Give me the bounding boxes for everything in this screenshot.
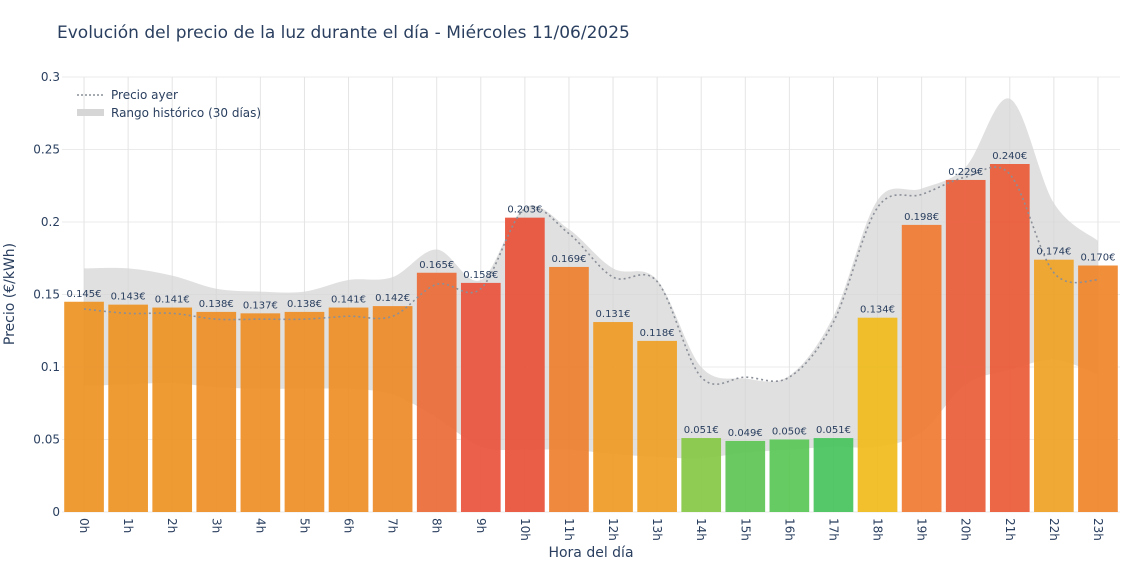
x-tick-label: 1h xyxy=(121,518,135,533)
price-bar xyxy=(769,439,810,512)
bar-value-label: 0.143€ xyxy=(111,292,146,303)
bar-value-label: 0.138€ xyxy=(199,299,234,310)
x-tick-label: 5h xyxy=(297,518,311,533)
x-tick-label: 3h xyxy=(209,518,223,533)
price-bar xyxy=(240,313,281,512)
x-tick-label: 19h xyxy=(915,518,929,541)
y-tick-label: 0.25 xyxy=(33,143,60,157)
x-tick-label: 13h xyxy=(650,518,664,541)
bar-value-label: 0.141€ xyxy=(331,295,366,306)
bar-value-label: 0.165€ xyxy=(419,260,454,271)
y-axis-label: Precio (€/kWh) xyxy=(2,243,18,345)
bar-value-label: 0.170€ xyxy=(1080,253,1115,264)
bar-value-label: 0.198€ xyxy=(904,212,939,223)
y-tick-label: 0.15 xyxy=(33,288,60,302)
x-tick-label: 22h xyxy=(1047,518,1061,541)
price-bar xyxy=(637,340,677,512)
bar-value-label: 0.138€ xyxy=(287,299,322,310)
x-tick-label: 6h xyxy=(342,518,356,533)
x-tick-label: 8h xyxy=(430,518,444,533)
bar-value-label: 0.145€ xyxy=(67,289,102,300)
price-bar xyxy=(549,266,589,512)
legend-label-rango-historico: Rango histórico (30 días) xyxy=(111,106,261,120)
bar-value-label: 0.240€ xyxy=(992,151,1027,162)
x-axis-label: Hora del día xyxy=(548,545,633,561)
price-bar xyxy=(945,179,986,512)
y-tick-label: 0 xyxy=(52,505,60,519)
price-bar xyxy=(593,322,633,512)
x-tick-label: 12h xyxy=(606,518,620,541)
x-tick-label: 17h xyxy=(826,518,840,541)
x-tick-label: 23h xyxy=(1091,518,1105,541)
bar-value-label: 0.134€ xyxy=(860,305,895,316)
price-bar xyxy=(108,304,148,512)
price-bar xyxy=(989,164,1030,512)
price-bar xyxy=(416,272,457,512)
x-tick-label: 0h xyxy=(77,518,91,533)
x-tick-label: 11h xyxy=(562,518,576,541)
y-tick-label: 0.3 xyxy=(41,70,60,84)
bar-value-label: 0.118€ xyxy=(640,328,675,339)
x-tick-label: 7h xyxy=(386,518,400,533)
x-tick-label: 15h xyxy=(738,518,752,541)
price-bar xyxy=(901,224,942,512)
price-bar xyxy=(460,282,501,512)
bar-value-label: 0.158€ xyxy=(463,270,498,281)
price-bar xyxy=(1078,265,1118,512)
price-bar xyxy=(64,301,104,512)
yesterday-price-line xyxy=(83,166,1099,385)
x-tick-label: 18h xyxy=(871,518,885,541)
price-bar xyxy=(725,440,766,512)
bar-value-label: 0.051€ xyxy=(816,425,851,436)
price-bar xyxy=(196,311,237,512)
x-tick-label: 20h xyxy=(959,518,973,541)
price-bar xyxy=(813,438,854,512)
x-tick-label: 4h xyxy=(253,518,267,533)
bar-value-label: 0.049€ xyxy=(728,428,763,439)
x-tick-label: 10h xyxy=(518,518,532,541)
bar-value-label: 0.229€ xyxy=(948,167,983,178)
bar-value-label: 0.137€ xyxy=(243,300,278,311)
bar-value-label: 0.050€ xyxy=(772,427,807,438)
price-bar xyxy=(328,307,369,512)
price-bar xyxy=(152,307,193,512)
x-tick-label: 16h xyxy=(782,518,796,541)
bar-value-label: 0.174€ xyxy=(1036,247,1071,258)
bar-value-label: 0.141€ xyxy=(155,295,190,306)
price-bar xyxy=(857,317,898,512)
bar-value-label: 0.051€ xyxy=(684,425,719,436)
price-bar xyxy=(505,217,545,512)
x-tick-label: 21h xyxy=(1003,518,1017,541)
y-tick-label: 0.05 xyxy=(33,433,60,447)
price-bar xyxy=(284,311,325,512)
price-bar xyxy=(681,438,722,512)
legend-label-precio-ayer: Precio ayer xyxy=(111,88,178,102)
bar-value-label: 0.142€ xyxy=(375,293,410,304)
x-tick-label: 14h xyxy=(694,518,708,541)
x-tick-label: 2h xyxy=(165,518,179,533)
bar-value-label: 0.169€ xyxy=(551,254,586,265)
y-tick-label: 0.1 xyxy=(41,360,60,374)
bar-value-label: 0.131€ xyxy=(596,309,631,320)
price-bar xyxy=(372,306,413,512)
bar-value-label: 0.203€ xyxy=(507,205,542,216)
price-bar xyxy=(1034,259,1074,512)
y-tick-label: 0.2 xyxy=(41,215,60,229)
x-tick-label: 9h xyxy=(474,518,488,533)
chart-title: Evolución del precio de la luz durante e… xyxy=(57,23,630,43)
legend-swatch-rango-historico xyxy=(77,109,104,116)
